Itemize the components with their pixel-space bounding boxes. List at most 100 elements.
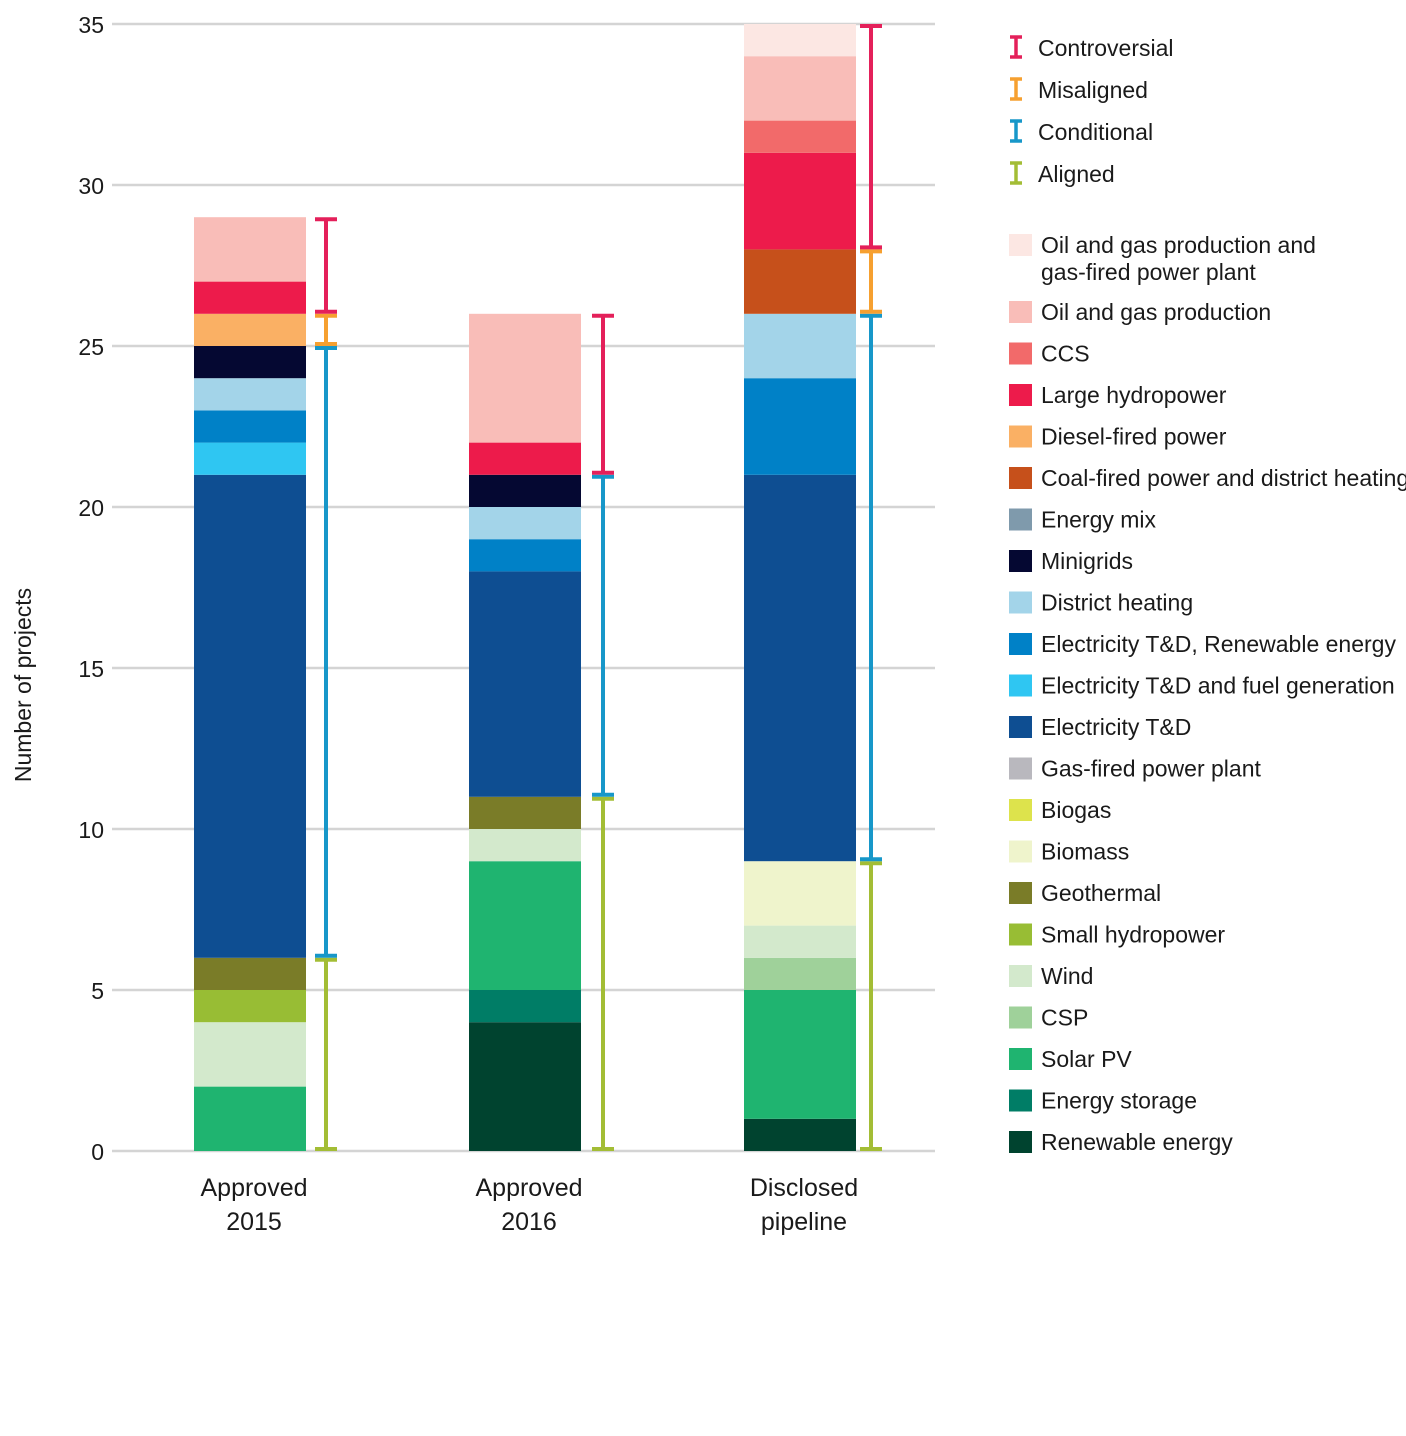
- legend-item-large-hydropower: Large hydropower: [1009, 382, 1227, 408]
- legend-swatch: [1009, 716, 1032, 738]
- legend-item-renewable-energy: Renewable energy: [1009, 1129, 1233, 1155]
- bar-segment-electricity-t-d: [194, 474, 306, 958]
- legend-swatch: [1009, 384, 1032, 406]
- legend-item-minigrids: Minigrids: [1009, 548, 1133, 574]
- bar-segment-large-hydropower: [469, 442, 581, 475]
- bar-segment-wind: [194, 1022, 306, 1087]
- legend-label: Energy storage: [1041, 1088, 1197, 1114]
- range-bar-conditional: [315, 346, 337, 958]
- legend-item-biogas: Biogas: [1009, 797, 1111, 823]
- bar-segment-large-hydropower: [194, 281, 306, 314]
- legend-label: Minigrids: [1041, 548, 1133, 574]
- bar-segment-diesel-fired-power: [194, 313, 306, 346]
- bar-segment-electricity-t-d: [744, 474, 856, 862]
- x-category-label: Approved: [200, 1174, 307, 1202]
- y-tick-label: 10: [78, 817, 104, 843]
- legend: Controversial Misaligned Conditional Aligne…: [1009, 35, 1406, 1155]
- legend-item-electricity-t-d-renewable-energy: Electricity T&D, Renewable energy: [1009, 631, 1396, 657]
- bar-segment-csp: [744, 957, 856, 990]
- y-tick-label: 35: [78, 12, 104, 38]
- legend-label: gas-fired power plant: [1041, 259, 1256, 285]
- range-bar-conditional: [860, 313, 882, 862]
- legend-item-energy-mix: Energy mix: [1009, 507, 1157, 533]
- bar-segment-large-hydropower: [744, 152, 856, 250]
- y-axis-ticks: 0 5 10 15 20 25 30 35: [78, 12, 104, 1165]
- legend-label: CSP: [1041, 1005, 1088, 1031]
- legend-item-oil-and-gas-production: Oil and gas production: [1009, 299, 1271, 325]
- legend-item-wind: Wind: [1009, 963, 1093, 989]
- legend-swatch: [1009, 633, 1032, 655]
- y-tick-label: 0: [91, 1139, 104, 1165]
- legend-swatch: [1009, 508, 1032, 531]
- legend-item-biomass: Biomass: [1009, 839, 1129, 865]
- legend-swatch: [1009, 1048, 1032, 1070]
- legend-label: Energy mix: [1041, 507, 1157, 533]
- bar-segment-solar-pv: [744, 990, 856, 1119]
- range-bar-controversial: [592, 313, 614, 475]
- legend-item-small-hydropower: Small hydropower: [1009, 922, 1225, 948]
- bar-segment-electricity-t-d-renewable-energy: [469, 539, 581, 572]
- bar-segment-geothermal: [194, 957, 306, 990]
- legend-swatch: [1009, 882, 1032, 904]
- range-bar-controversial: [860, 24, 882, 250]
- legend-item-csp: CSP: [1009, 1005, 1088, 1031]
- legend-label: Diesel-fired power: [1041, 424, 1227, 450]
- range-bar-controversial: [315, 217, 337, 314]
- legend-label: Gas-fired power plant: [1041, 756, 1261, 782]
- legend-label: Controversial: [1038, 35, 1174, 61]
- bar-segment-oil-and-gas-production: [744, 56, 856, 121]
- legend-label: District heating: [1041, 590, 1193, 616]
- legend-label: Aligned: [1038, 161, 1115, 187]
- legend-swatch: [1009, 1006, 1032, 1029]
- y-tick-label: 15: [78, 656, 104, 682]
- bar-segment-solar-pv: [194, 1086, 306, 1151]
- bar-segment-wind: [744, 925, 856, 958]
- legend-item-coal-fired-power-and-district-heating: Coal-fired power and district heating: [1009, 465, 1406, 491]
- x-category-label: 2016: [501, 1208, 557, 1236]
- legend-swatch: [1009, 301, 1032, 323]
- bar-segment-energy-storage: [469, 990, 581, 1023]
- legend-item-energy-storage: Energy storage: [1009, 1088, 1197, 1114]
- alignment-range-bars: [315, 24, 882, 1151]
- bar-segment-renewable-energy: [469, 1022, 581, 1151]
- bar-segment-district-heating: [194, 378, 306, 411]
- bar-segment-small-hydropower: [194, 990, 306, 1023]
- legend-range-controversial: Controversial: [1010, 35, 1174, 61]
- legend-swatch: [1009, 425, 1032, 448]
- y-tick-label: 20: [78, 495, 104, 521]
- legend-label: Renewable energy: [1041, 1129, 1233, 1155]
- legend-item-ccs: CCS: [1009, 341, 1090, 367]
- legend-swatch: [1009, 550, 1032, 572]
- bar-segment-electricity-t-d-and-fuel-generation: [194, 442, 306, 475]
- bar-segment-district-heating: [744, 313, 856, 379]
- range-bar-conditional: [592, 474, 614, 797]
- legend-range-conditional: Conditional: [1010, 119, 1153, 145]
- legend-swatch: [1009, 840, 1032, 863]
- bar-segment-electricity-t-d: [469, 571, 581, 797]
- x-axis-categories: Approved 2015 Approved 2016 Disclosed pipelin…: [200, 1174, 858, 1236]
- y-tick-label: 25: [78, 334, 104, 360]
- legend-item-solar-pv: Solar PV: [1009, 1046, 1132, 1072]
- legend-item-electricity-t-d: Electricity T&D: [1009, 714, 1191, 740]
- range-bar-misaligned: [860, 249, 882, 314]
- legend-swatch: [1009, 342, 1032, 365]
- legend-label: Conditional: [1038, 119, 1153, 145]
- legend-swatch: [1009, 591, 1032, 614]
- bar-segment-solar-pv: [469, 861, 581, 990]
- range-bar-aligned: [860, 861, 882, 1151]
- x-category-label: Disclosed: [750, 1174, 858, 1202]
- legend-label: Oil and gas production: [1041, 299, 1271, 325]
- legend-swatch: [1009, 757, 1032, 780]
- legend-item-geothermal: Geothermal: [1009, 880, 1161, 906]
- legend-label: Electricity T&D, Renewable energy: [1041, 631, 1396, 657]
- legend-label: Electricity T&D and fuel generation: [1041, 673, 1395, 699]
- bar-segment-oil-and-gas-production: [194, 217, 306, 282]
- legend-label: Coal-fired power and district heating: [1041, 465, 1406, 491]
- bar-segment-minigrids: [194, 346, 306, 379]
- legend-item-diesel-fired-power: Diesel-fired power: [1009, 424, 1227, 450]
- legend-range-aligned: Aligned: [1010, 161, 1115, 187]
- bar-segment-oil-and-gas-production-and-gas-fired-power-plant: [744, 24, 856, 57]
- y-tick-label: 5: [91, 978, 104, 1004]
- legend-swatch: [1009, 234, 1032, 256]
